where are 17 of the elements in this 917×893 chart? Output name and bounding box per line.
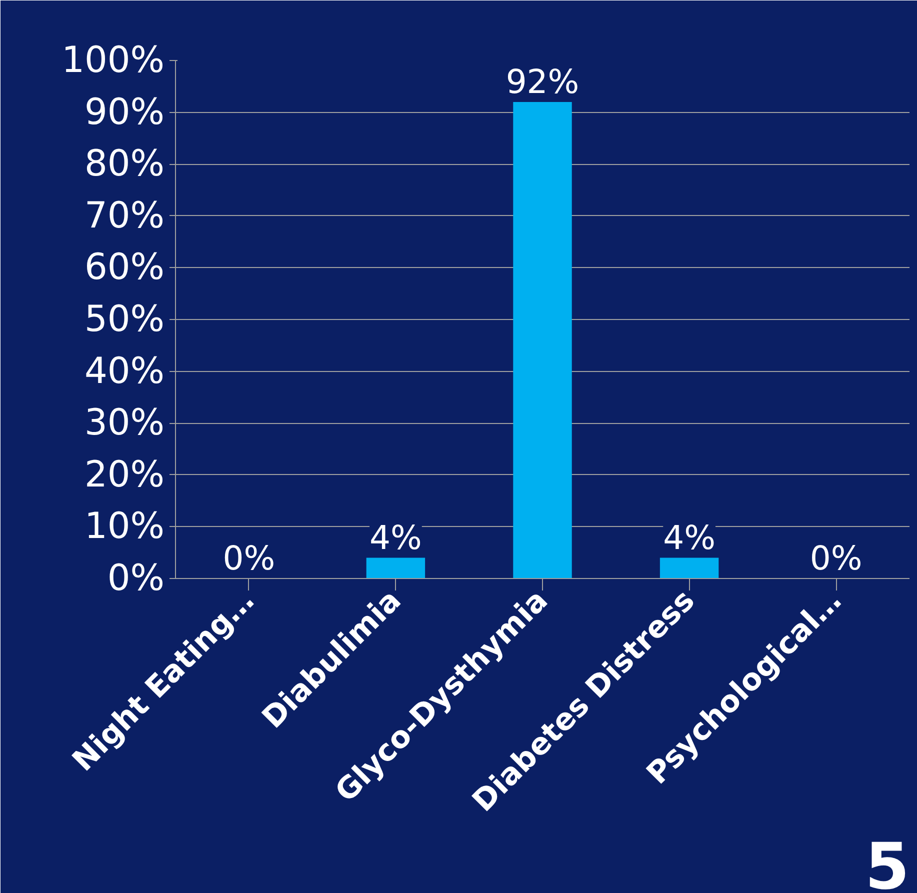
data-label: 0% xyxy=(222,538,276,578)
y-tick-label: 60% xyxy=(84,247,164,288)
data-label: 4% xyxy=(370,518,422,557)
y-tick-label: 20% xyxy=(84,454,164,496)
y-tick-label: 30% xyxy=(84,402,164,444)
y-tick-label: 0% xyxy=(107,558,165,599)
y-tick-label: 80% xyxy=(84,144,164,185)
y-tick-label: 70% xyxy=(84,195,164,236)
y-tick-label: 90% xyxy=(84,92,164,133)
data-label: 4% xyxy=(663,518,716,557)
y-tick-label: 10% xyxy=(84,506,164,548)
y-tick-label: 100% xyxy=(62,40,164,81)
y-tick-label: 40% xyxy=(84,350,164,392)
data-label: 0% xyxy=(810,538,862,578)
text: 5 xyxy=(864,830,910,893)
y-tick-label: 50% xyxy=(84,299,164,340)
data-label: 92% xyxy=(506,62,580,101)
